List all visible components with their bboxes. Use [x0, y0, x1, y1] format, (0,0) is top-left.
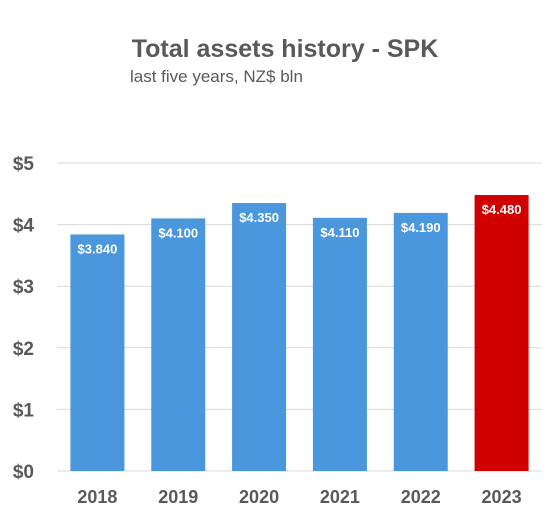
- y-tick-label: $0: [13, 462, 34, 483]
- data-labels: $3.840 $4.100 $4.350 $4.110 $4.190 $4.480: [78, 202, 522, 256]
- data-label: $4.110: [320, 225, 359, 240]
- data-label: $4.350: [239, 210, 279, 225]
- bar-2019: [151, 218, 206, 471]
- bar-2018: [70, 234, 125, 471]
- bar-2022: [393, 212, 448, 471]
- x-axis-ticks: 2018 2019 2020 2021 2022 2023: [77, 487, 521, 507]
- y-tick-label: $5: [13, 154, 35, 175]
- y-tick-label: $1: [13, 400, 35, 421]
- x-tick-label: 2023: [482, 487, 522, 507]
- data-label: $4.480: [482, 202, 522, 217]
- x-tick-label: 2022: [401, 487, 441, 507]
- data-label: $4.100: [158, 225, 198, 240]
- y-tick-label: $2: [13, 339, 34, 360]
- data-label: $4.190: [401, 220, 441, 235]
- y-axis-ticks: $0 $1 $2 $3 $4 $5: [13, 154, 35, 483]
- chart-title: Total assets history - SPK: [132, 35, 439, 63]
- gridlines: [57, 162, 542, 472]
- bar-2020: [232, 203, 287, 472]
- data-label: $3.840: [78, 241, 118, 256]
- x-tick-label: 2019: [158, 487, 198, 507]
- bars: [70, 195, 529, 472]
- bar-2023: [474, 195, 529, 472]
- bar-2021: [312, 217, 367, 471]
- x-tick-label: 2021: [320, 487, 360, 507]
- chart-subtitle: last five years, NZ$ bln: [130, 67, 303, 86]
- x-tick-label: 2018: [77, 487, 117, 507]
- y-tick-label: $3: [13, 277, 34, 298]
- x-tick-label: 2020: [239, 487, 279, 507]
- y-tick-label: $4: [13, 216, 35, 237]
